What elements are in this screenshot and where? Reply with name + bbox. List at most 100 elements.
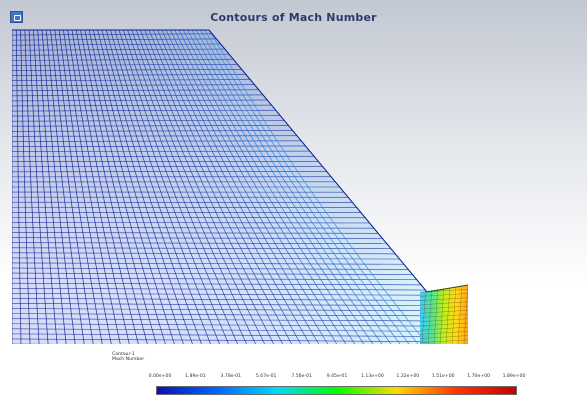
mesh-line (71, 30, 76, 46)
mesh-line (102, 92, 108, 109)
mesh-line (234, 108, 245, 125)
mesh-line (89, 234, 94, 250)
mesh-line (76, 155, 80, 172)
mesh-line (37, 186, 39, 203)
mesh-line (350, 312, 363, 329)
mesh-line (106, 155, 111, 172)
mesh-line (420, 297, 468, 301)
mesh-line (211, 249, 220, 266)
mesh-line (39, 61, 42, 78)
mesh-line (195, 265, 203, 282)
mesh-line (129, 249, 135, 266)
mesh-line (164, 312, 170, 329)
mesh-line (55, 124, 58, 140)
mesh-line (57, 92, 60, 109)
mesh-line (420, 305, 468, 310)
mesh-line (32, 234, 35, 250)
mesh-line (156, 265, 163, 282)
mesh-line (171, 124, 179, 141)
mesh-line (66, 281, 70, 297)
mesh-line (267, 218, 278, 235)
mesh-line (178, 155, 186, 172)
mesh-line (405, 328, 419, 344)
mesh-line (140, 30, 147, 46)
mesh-line (12, 272, 427, 276)
mesh-line (202, 155, 210, 172)
mesh-line (128, 76, 135, 93)
mesh-line (44, 202, 47, 219)
colorbar-tick-label: 0.00e+00 (148, 374, 172, 379)
mesh-line (232, 218, 242, 235)
mesh-line (58, 61, 61, 78)
mesh-line (114, 61, 120, 78)
mesh-line (65, 77, 69, 93)
mesh-line (114, 218, 120, 235)
colorbar-tick-label: 1.89e+00 (502, 374, 526, 379)
mesh-line (128, 218, 134, 235)
mesh-line (255, 186, 266, 203)
colorbar (156, 386, 517, 395)
mesh-line (252, 139, 263, 156)
mesh-line (216, 296, 225, 313)
mesh-line (131, 30, 138, 46)
mesh-line (269, 233, 280, 250)
mesh-line (274, 218, 285, 235)
mesh-line (126, 296, 131, 313)
mesh-line (134, 328, 139, 344)
mesh-line (247, 139, 257, 156)
mesh-line (171, 186, 179, 203)
mesh-line (153, 171, 160, 188)
mesh-line (12, 282, 427, 286)
colorbar-tick-label: 5.67e-01 (255, 374, 277, 379)
mesh-line (348, 296, 360, 313)
mesh-line (54, 234, 57, 250)
mesh-line (160, 328, 166, 344)
mesh-line (56, 186, 59, 203)
mesh-line (176, 124, 185, 141)
mesh-line (82, 155, 87, 172)
mesh-line (110, 265, 116, 282)
mesh-line (241, 92, 252, 109)
mesh-line (298, 296, 309, 313)
mesh-line (132, 124, 138, 141)
mesh-line (127, 30, 134, 46)
mesh-line (148, 155, 155, 172)
mesh-line (31, 202, 33, 219)
mesh-line (77, 124, 81, 140)
mesh-line (122, 108, 128, 125)
mesh-line (298, 202, 310, 219)
mesh-line (91, 61, 96, 78)
mesh-line (305, 233, 317, 250)
mesh-line (154, 155, 161, 172)
mesh-line (176, 218, 184, 235)
mesh-line (420, 310, 468, 314)
colorbar-tick-label: 1.70e+00 (467, 374, 490, 379)
mesh-line (52, 155, 56, 172)
mesh-line (118, 30, 125, 46)
mesh-line (420, 293, 468, 297)
colorbar-tick-labels: 0.00e+00 1.89e-01 3.78e-01 5.67e-01 7.56e-01… (0, 374, 587, 382)
mesh-line (112, 155, 117, 172)
mesh-line (30, 171, 32, 188)
mesh-line (66, 124, 70, 140)
mesh-line (239, 218, 249, 235)
mesh-line (229, 139, 239, 156)
mesh-line (44, 296, 47, 313)
mesh-line (33, 124, 36, 140)
mesh-line (251, 202, 261, 219)
mesh-line (70, 77, 74, 93)
mesh-line (305, 281, 316, 298)
variable-name-label: Mach Number (112, 357, 145, 363)
mesh-line (157, 30, 165, 46)
mesh-line (249, 186, 259, 203)
mesh-line (41, 249, 43, 266)
mesh-line (209, 45, 219, 62)
mesh-line (34, 45, 36, 62)
mesh-line (305, 202, 317, 219)
mesh-line (200, 296, 208, 313)
mesh-line (221, 124, 231, 141)
mesh-line (204, 30, 215, 46)
mesh-line (241, 281, 251, 298)
